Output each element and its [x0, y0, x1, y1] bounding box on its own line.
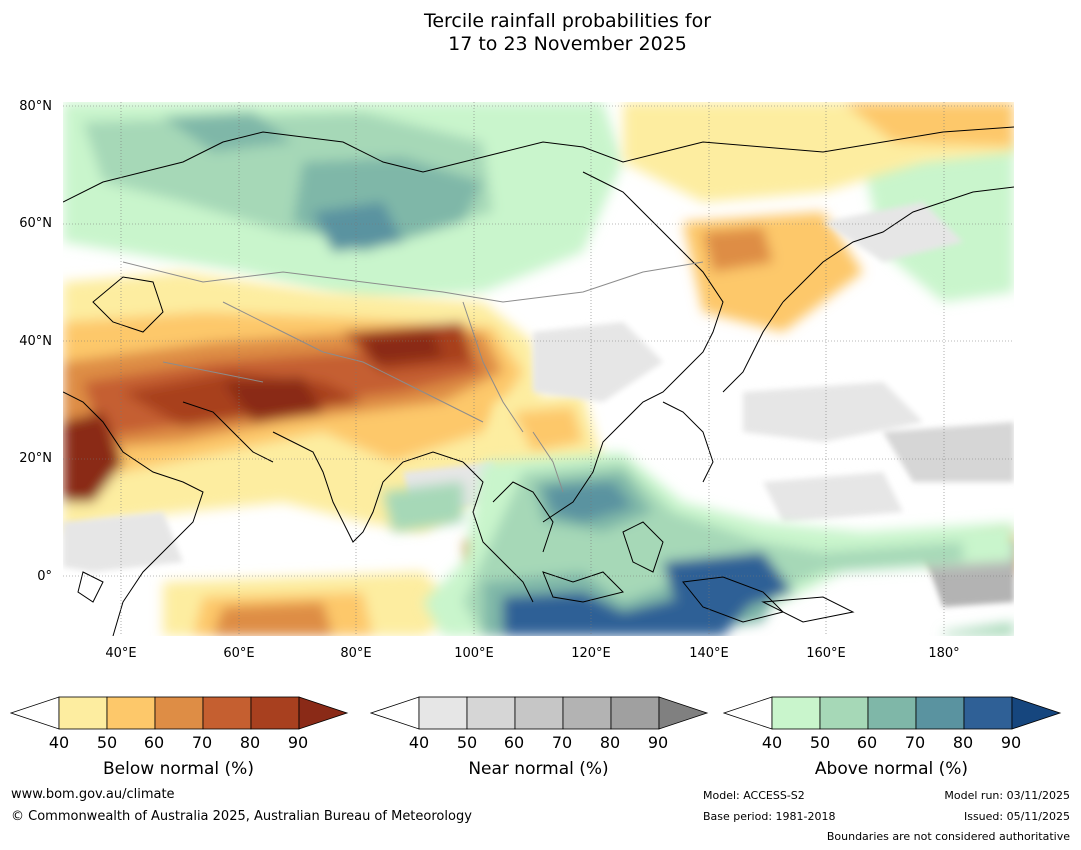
near-colorbar-low-extend: [370, 696, 420, 730]
lon-label-180: 180°: [928, 646, 960, 661]
map-title-line2: 17 to 23 November 2025: [448, 33, 687, 55]
near-tick-40: 40: [408, 733, 430, 752]
above-colorbar-bin-50: [819, 696, 869, 730]
near-tick-70: 70: [551, 733, 573, 752]
above-tick-70: 70: [904, 733, 926, 752]
lat-label-40n: 40°N: [19, 334, 52, 349]
below-tick-50: 50: [96, 733, 118, 752]
near-tick-80: 80: [599, 733, 621, 752]
above-colorbar-bin-60: [867, 696, 917, 730]
lon-label-140e: 140°E: [689, 646, 729, 661]
issued-text: Issued: 05/11/2025: [963, 810, 1070, 823]
country-borders: [122, 261, 704, 493]
above-tick-50: 50: [809, 733, 831, 752]
lat-label-80n: 80°N: [19, 99, 52, 114]
near-tick-90: 90: [647, 733, 669, 752]
below-colorbar-low-extend: [10, 696, 60, 730]
above-tick-80: 80: [952, 733, 974, 752]
below-normal-legend-title: Below normal (%): [103, 759, 254, 779]
near-normal-legend-title: Near normal (%): [468, 759, 609, 779]
below-normal-colorbar: [10, 696, 349, 730]
lon-label-40e: 40°E: [105, 646, 137, 661]
above-tick-40: 40: [761, 733, 783, 752]
copyright-text: © Commonwealth of Australia 2025, Austra…: [11, 809, 472, 824]
lon-label-60e: 60°E: [223, 646, 255, 661]
above-normal-colorbar: [723, 696, 1062, 730]
near-colorbar-bin-50: [466, 696, 516, 730]
lon-label-160e: 160°E: [806, 646, 846, 661]
above-colorbar-bin-70: [915, 696, 965, 730]
lon-label-100e: 100°E: [454, 646, 494, 661]
model-run-text: Model run: 03/11/2025: [944, 789, 1070, 802]
below-colorbar-high-extend: [298, 696, 349, 730]
map-title-line1: Tercile rainfall probabilities for: [423, 10, 712, 32]
below-tick-80: 80: [239, 733, 261, 752]
below-colorbar-bin-60: [154, 696, 204, 730]
below-colorbar-bin-50: [106, 696, 156, 730]
above-colorbar-high-extend: [1011, 696, 1062, 730]
near-colorbar-bin-70: [562, 696, 612, 730]
below-tick-60: 60: [143, 733, 165, 752]
above-colorbar-low-extend: [723, 696, 773, 730]
rainfall-probability-map: [63, 102, 1014, 636]
model-text: Model: ACCESS-S2: [703, 789, 805, 802]
near-tick-60: 60: [503, 733, 525, 752]
above-normal-legend-title: Above normal (%): [814, 759, 969, 779]
website-link[interactable]: www.bom.gov.au/climate: [11, 787, 175, 802]
near-colorbar-bin-40: [418, 696, 468, 730]
near-tick-50: 50: [456, 733, 478, 752]
above-tick-60: 60: [856, 733, 878, 752]
near-normal-regions: [63, 202, 1014, 607]
base-period-text: Base period: 1981-2018: [703, 810, 836, 823]
near-colorbar-bin-80: [610, 696, 660, 730]
lon-label-80e: 80°E: [340, 646, 372, 661]
near-normal-colorbar: [370, 696, 709, 730]
near-colorbar-high-extend: [658, 696, 709, 730]
boundaries-note: Boundaries are not considered authoritat…: [826, 830, 1070, 843]
lat-label-20n: 20°N: [19, 451, 52, 466]
lat-label-0: 0°: [37, 569, 52, 584]
lat-label-60n: 60°N: [19, 216, 52, 231]
above-colorbar-bin-80: [963, 696, 1013, 730]
below-colorbar-bin-80: [250, 696, 300, 730]
above-tick-90: 90: [1000, 733, 1022, 752]
above-colorbar-bin-40: [771, 696, 821, 730]
lon-label-120e: 120°E: [571, 646, 611, 661]
below-tick-90: 90: [287, 733, 309, 752]
graticule: [63, 102, 1014, 636]
near-colorbar-bin-60: [514, 696, 564, 730]
below-colorbar-bin-70: [202, 696, 252, 730]
below-tick-70: 70: [191, 733, 213, 752]
below-tick-40: 40: [48, 733, 70, 752]
below-normal-region-asia: [63, 272, 543, 532]
above-normal-region-maritime: [383, 452, 1014, 636]
coastlines: [63, 126, 1014, 636]
below-colorbar-bin-40: [58, 696, 108, 730]
